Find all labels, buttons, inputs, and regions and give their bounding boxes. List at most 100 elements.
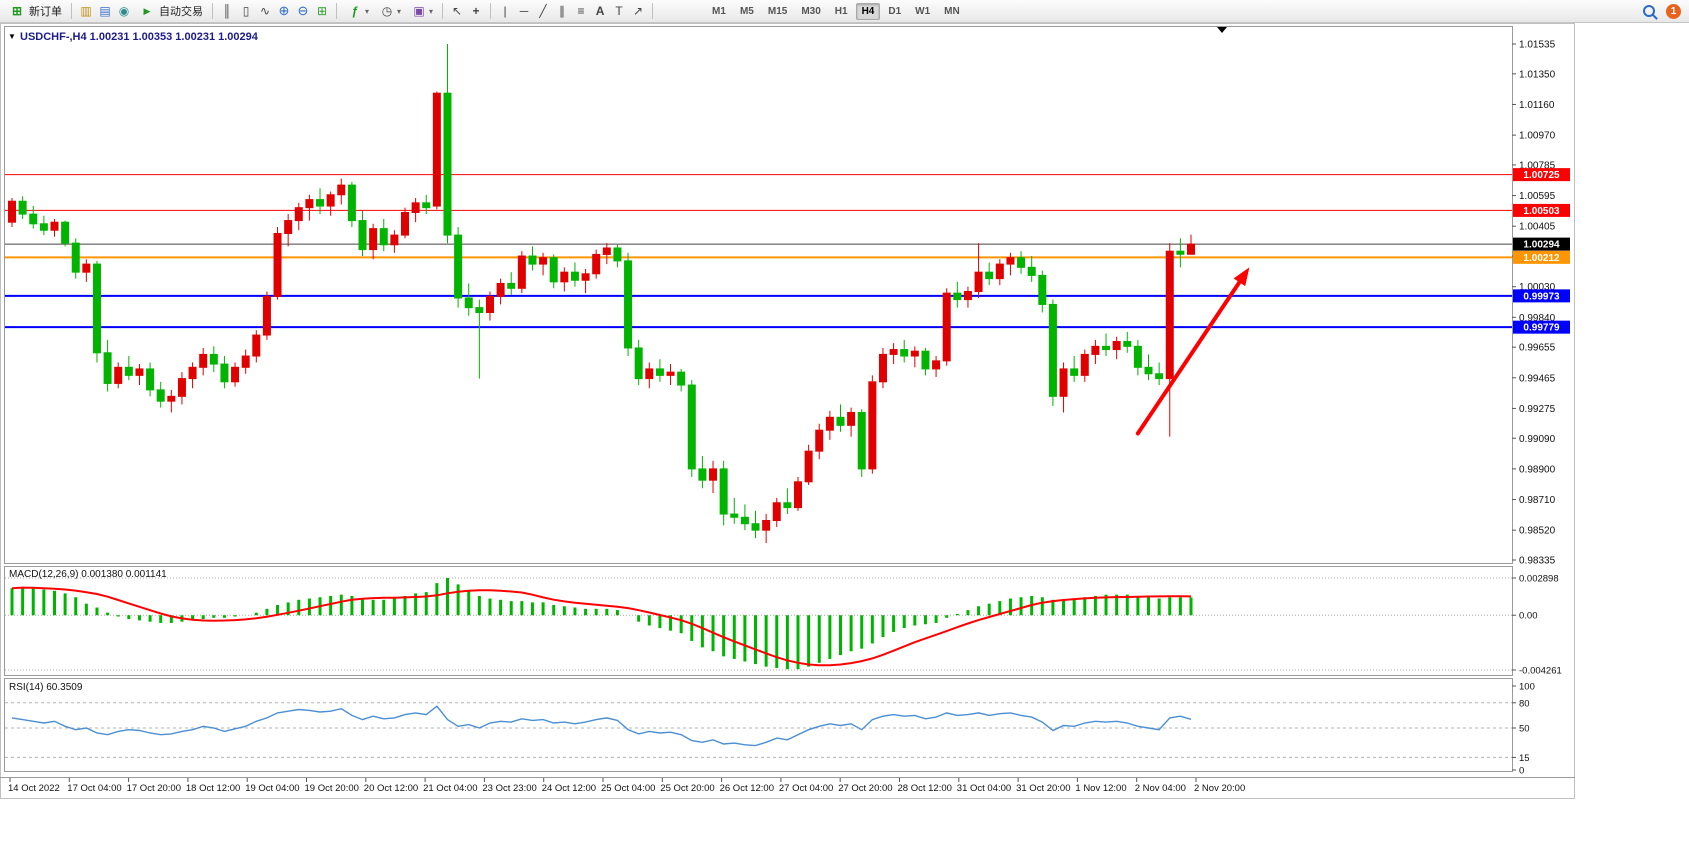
time-axis-label: 19 Oct 04:00 — [245, 783, 299, 794]
candle — [199, 353, 208, 368]
price-scale-label: 0.99655 — [1519, 343, 1556, 354]
channel-tool-icon[interactable]: ∥ — [559, 4, 566, 18]
toolbar-separator — [490, 3, 492, 19]
chevron-down-icon: ▾ — [397, 6, 402, 16]
candle — [1091, 345, 1100, 355]
timeframe-button-mn[interactable]: MN — [944, 5, 960, 17]
cursor-icon[interactable]: ↖ — [452, 4, 463, 18]
bar-chart-icon[interactable]: ║ — [222, 4, 232, 18]
candle — [878, 353, 887, 383]
price-scale-label: 0.98710 — [1519, 495, 1556, 506]
price-badge-1.00725: 1.00725 — [1513, 168, 1570, 182]
candle — [570, 271, 579, 281]
timeframe-button-h4[interactable]: H4 — [855, 2, 881, 20]
time-axis[interactable]: 14 Oct 2022 17 Oct 04:00 17 Oct 20:00 18 Oc… — [8, 778, 1245, 794]
zoom-in-icon[interactable]: ⊕ — [278, 3, 290, 18]
data-window-icon[interactable]: ▤ — [99, 4, 111, 18]
time-axis-label: 1 Nov 12:00 — [1075, 783, 1126, 794]
candle — [1080, 353, 1089, 376]
zoom-out-icon[interactable]: ⊖ — [297, 3, 309, 18]
candle — [326, 194, 335, 207]
candle — [995, 263, 1004, 280]
price-badge-1.00503: 1.00503 — [1513, 203, 1570, 217]
templates-button[interactable]: ▣ ▾ — [406, 1, 437, 21]
time-axis-label: 17 Oct 20:00 — [127, 783, 181, 794]
market-watch-icon[interactable]: ▥ — [80, 4, 92, 18]
chart-collapse-icon[interactable]: ▼ — [8, 32, 16, 41]
candle — [124, 366, 133, 376]
candle — [655, 368, 664, 376]
candle — [825, 416, 834, 431]
fibonacci-tool-icon[interactable]: ≡ — [577, 4, 585, 18]
tile-windows-icon[interactable]: ⊞ — [316, 4, 328, 18]
timeframe-button-h1[interactable]: H1 — [834, 5, 848, 17]
rsi-line — [11, 705, 1192, 747]
periods-button[interactable]: ◷ ▾ — [374, 1, 405, 21]
crosshair-icon[interactable]: + — [472, 4, 480, 18]
timeframe-button-m30[interactable]: M30 — [801, 5, 821, 17]
horizontal-line-tool-icon[interactable]: ─ — [519, 4, 529, 18]
candle — [1144, 366, 1153, 375]
annotation-arrow-layer[interactable] — [1135, 267, 1250, 436]
autotrade-label: 自动交易 — [159, 6, 203, 18]
candle — [783, 502, 792, 509]
candlestick-chart-icon[interactable]: ▯ — [242, 4, 250, 18]
vertical-line-tool-icon[interactable]: | — [503, 4, 507, 18]
candle — [1017, 257, 1026, 268]
indicators-button[interactable]: ƒ ▾ — [342, 1, 373, 21]
candles-layer — [8, 44, 1195, 544]
candle — [645, 368, 654, 380]
candle — [8, 200, 16, 223]
candle — [687, 384, 696, 470]
candle — [390, 234, 399, 246]
price-badge-0.99779: 0.99779 — [1513, 320, 1570, 334]
navigator-icon[interactable]: ◉ — [118, 4, 130, 18]
text-label-tool-icon[interactable]: T — [615, 4, 623, 18]
timeframe-button-m5[interactable]: M5 — [739, 5, 754, 17]
candle — [932, 360, 941, 370]
candle — [677, 371, 686, 386]
timeframe-button-d1[interactable]: D1 — [888, 5, 902, 17]
candle — [942, 292, 951, 362]
candle — [188, 366, 197, 380]
horizontal-lines-layer[interactable] — [5, 174, 1512, 329]
candle — [284, 220, 293, 234]
candle — [231, 366, 240, 383]
chevron-down-icon: ▾ — [429, 6, 434, 16]
candle — [358, 220, 367, 251]
search-icon[interactable] — [1640, 2, 1658, 20]
timeframe-button-m15[interactable]: M15 — [767, 5, 788, 17]
rsi-scale-label: 80 — [1519, 698, 1530, 709]
rsi-scale-label: 100 — [1519, 682, 1535, 693]
trendline-tool-icon[interactable]: ╱ — [539, 4, 547, 18]
candle — [602, 247, 611, 255]
time-axis-label: 31 Oct 20:00 — [1016, 783, 1070, 794]
price-scale-label: 0.98520 — [1519, 526, 1556, 537]
new-order-button[interactable]: ⊞ 新订单 — [4, 1, 66, 21]
svg-text:1.00212: 1.00212 — [1523, 253, 1560, 264]
toolbar-separator — [652, 3, 654, 19]
chart-shift-marker[interactable] — [1217, 27, 1227, 33]
line-chart-icon[interactable]: ∿ — [259, 4, 271, 18]
notification-badge[interactable]: 1 — [1666, 3, 1681, 19]
svg-text:1.00725: 1.00725 — [1523, 170, 1560, 181]
price-scale[interactable]: 1.01535 1.01350 1.01160 1.00970 1.00785 1.005… — [1512, 40, 1570, 567]
time-axis-label: 14 Oct 2022 — [8, 783, 60, 794]
arrows-tool-icon[interactable]: ↗ — [633, 4, 644, 18]
candle — [634, 347, 643, 380]
trend-arrow[interactable] — [1135, 271, 1247, 436]
autotrade-button[interactable]: ▶ 自动交易 — [134, 1, 207, 21]
trend-arrow-head — [1233, 267, 1250, 287]
candle — [581, 273, 590, 281]
candle — [709, 468, 718, 481]
candle — [985, 271, 994, 280]
candle — [974, 271, 983, 293]
text-tool-icon[interactable]: A — [595, 4, 605, 18]
candle — [496, 282, 505, 297]
candle — [82, 263, 91, 273]
macd-panel: 0.002898 0.00 -0.004261 — [5, 574, 1562, 677]
timeframe-button-w1[interactable]: W1 — [915, 5, 931, 17]
timeframe-button-m1[interactable]: M1 — [712, 5, 726, 17]
price-scale-label: 0.99275 — [1519, 404, 1556, 415]
